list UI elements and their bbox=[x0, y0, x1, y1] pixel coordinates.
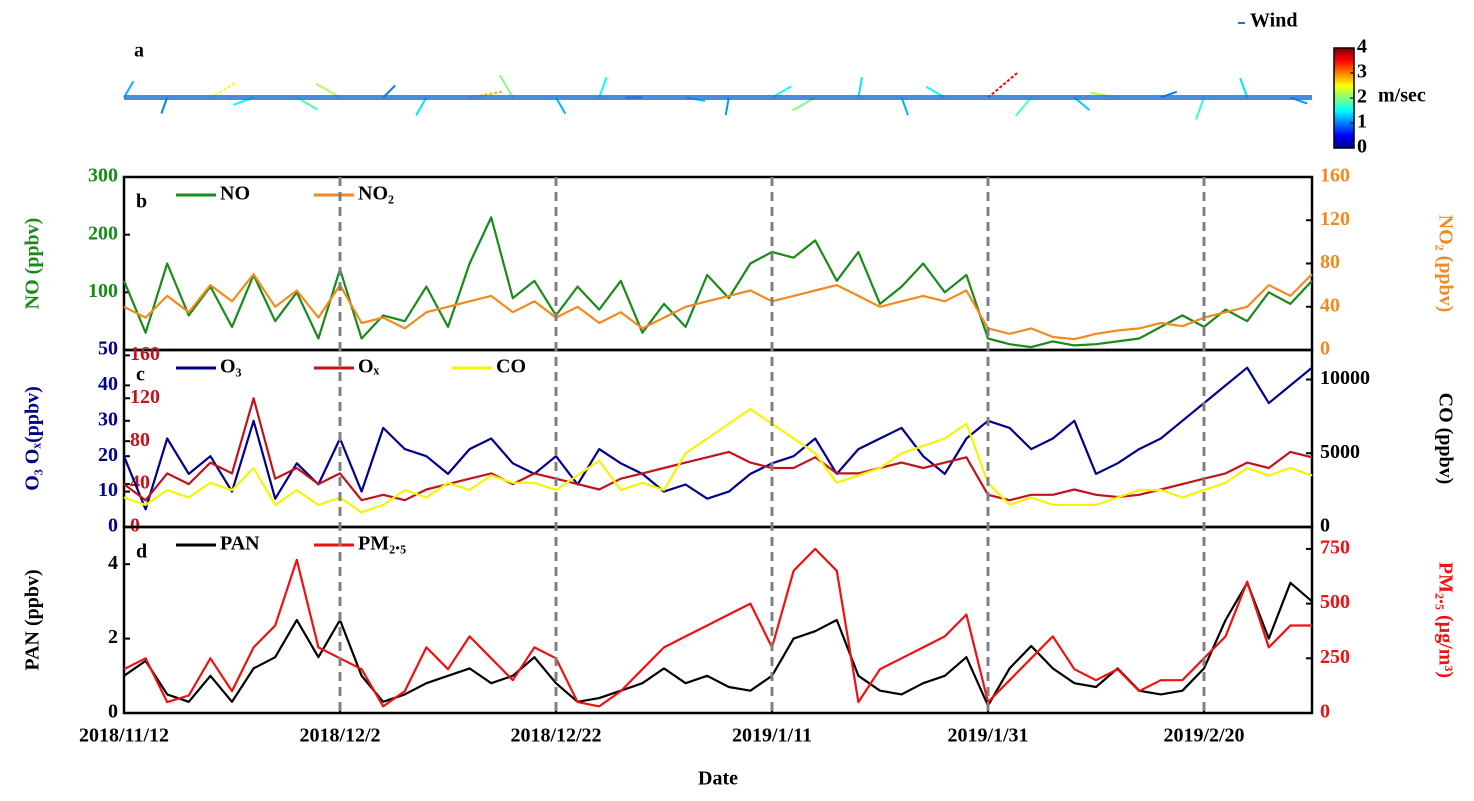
wind-arrow bbox=[724, 97, 730, 116]
colorbar-label: m/sec bbox=[1378, 85, 1426, 107]
panel-label: a bbox=[134, 40, 144, 62]
y-tick-label: 200 bbox=[88, 222, 118, 244]
series-line bbox=[123, 407, 1313, 514]
legend-label: Wind bbox=[1250, 10, 1297, 32]
y-tick-label: 40 bbox=[98, 373, 118, 395]
series-line bbox=[122, 366, 1313, 511]
y-tick-label: 750 bbox=[1320, 536, 1350, 558]
legend-label: CO bbox=[496, 356, 526, 378]
y-tick-label: 0 bbox=[130, 515, 140, 537]
panel-label: d bbox=[136, 541, 147, 563]
wind-arrow bbox=[1195, 97, 1205, 120]
y-tick-label: 300 bbox=[88, 165, 118, 187]
y-tick-label: 100 bbox=[88, 280, 118, 302]
y-tick-label: 160 bbox=[130, 343, 160, 365]
y-tick-label: 160 bbox=[1320, 165, 1350, 187]
legend-label: PAN bbox=[220, 533, 260, 555]
series-line bbox=[122, 216, 1313, 349]
wind-arrow bbox=[1014, 96, 1032, 117]
y-tick-label: 0 bbox=[1320, 338, 1330, 360]
legend-label: O₃ bbox=[220, 356, 242, 378]
x-axis-label: Date bbox=[698, 768, 738, 790]
series-line bbox=[123, 547, 1312, 708]
legend-label: PM₂.₅ bbox=[358, 533, 406, 555]
wind-arrow bbox=[857, 77, 863, 98]
legend-label: NO bbox=[220, 183, 250, 205]
y-tick-label: 10 bbox=[98, 479, 118, 501]
panel-label: c bbox=[136, 364, 145, 386]
y-tick-label: 50 bbox=[98, 338, 118, 360]
wind-arrow bbox=[598, 76, 608, 98]
y-tick-label: 0 bbox=[1320, 515, 1330, 537]
y-tick-label: 120 bbox=[130, 386, 160, 408]
panel-label: b bbox=[136, 191, 147, 213]
y-tick-label: 5000 bbox=[1320, 441, 1360, 463]
wind-arrow bbox=[555, 96, 567, 115]
wind-arrow bbox=[415, 97, 428, 116]
wind-arrow bbox=[900, 97, 909, 116]
colorbar-tick-label: 2 bbox=[1357, 86, 1367, 108]
x-tick-label: 2018/11/12 bbox=[79, 725, 169, 747]
x-tick-label: 2019/1/11 bbox=[732, 725, 812, 747]
y-tick-label: 20 bbox=[98, 444, 118, 466]
axis-label: O₃ Oₓ(ppbv) bbox=[22, 386, 44, 491]
axis-label: PAN (ppbv) bbox=[22, 569, 44, 670]
wind-arrow bbox=[987, 71, 1019, 99]
y-tick-label: 2 bbox=[108, 626, 118, 648]
plot-frame bbox=[122, 525, 1314, 715]
y-tick-label: 0 bbox=[108, 515, 118, 537]
axis-label: NO₂ (ppbv) bbox=[1434, 215, 1456, 313]
wind-arrow bbox=[498, 74, 514, 98]
y-tick-label: 30 bbox=[98, 408, 118, 430]
axis-label: PM₂.₅ (µg/m³) bbox=[1434, 562, 1456, 678]
colorbar-tick-label: 0 bbox=[1357, 136, 1367, 158]
wind-arrow bbox=[209, 81, 238, 99]
y-tick-label: 0 bbox=[1320, 701, 1330, 723]
y-tick-label: 40 bbox=[1320, 294, 1340, 316]
colorbar-tick-label: 3 bbox=[1357, 61, 1367, 83]
y-tick-label: 4 bbox=[108, 552, 118, 574]
x-tick-label: 2019/1/31 bbox=[947, 725, 1028, 747]
plot-frame bbox=[122, 348, 1314, 529]
series-line bbox=[123, 273, 1313, 341]
axis-label: CO (ppbv) bbox=[1434, 393, 1456, 485]
x-tick-label: 2019/2/20 bbox=[1163, 725, 1244, 747]
series-line bbox=[123, 397, 1313, 502]
y-tick-label: 250 bbox=[1320, 646, 1350, 668]
y-tick-label: 120 bbox=[1320, 208, 1350, 230]
legend-label: Oₓ bbox=[358, 356, 380, 378]
y-tick-label: 80 bbox=[1320, 251, 1340, 273]
plot-frame bbox=[122, 175, 1314, 352]
axis-label: NO (ppbv) bbox=[22, 218, 44, 310]
legend-label: NO₂ bbox=[358, 183, 394, 205]
wind-arrow bbox=[1239, 77, 1249, 98]
colorbar-tick-label: 1 bbox=[1357, 111, 1367, 133]
x-tick-label: 2018/12/22 bbox=[510, 725, 601, 747]
colorbar-tick-label: 4 bbox=[1357, 36, 1367, 58]
y-tick-label: 0 bbox=[108, 701, 118, 723]
y-tick-label: 10000 bbox=[1320, 367, 1370, 389]
y-tick-label: 40 bbox=[130, 472, 150, 494]
y-tick-label: 500 bbox=[1320, 591, 1350, 613]
wind-arrow bbox=[160, 97, 169, 114]
wind-arrow bbox=[123, 80, 135, 98]
y-tick-label: 80 bbox=[130, 429, 150, 451]
x-tick-label: 2018/12/2 bbox=[299, 725, 380, 747]
